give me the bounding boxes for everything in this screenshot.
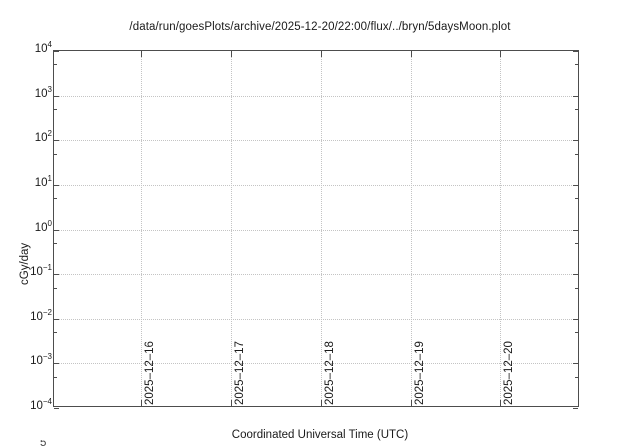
- y-axis-minor-tick: [575, 153, 578, 155]
- x-axis-title: Coordinated Universal Time (UTC): [231, 429, 409, 441]
- y-axis-tick: [573, 95, 578, 97]
- y-axis-tick-label: 10−2: [30, 308, 52, 324]
- x-axis-tick: [500, 51, 501, 57]
- y-axis-tick: [573, 274, 578, 276]
- gridline-vertical: [411, 51, 412, 406]
- y-tick-mantissa: 10: [34, 221, 48, 234]
- y-axis-tick: [54, 95, 59, 97]
- x-axis-tick: [411, 400, 412, 406]
- gridline-horizontal: [54, 140, 578, 142]
- y-axis-tick: [54, 408, 59, 409]
- y-tick-mantissa: 10: [34, 87, 48, 100]
- y-axis-minor-tick: [575, 376, 578, 378]
- x-axis-tick: [141, 51, 142, 57]
- x-axis-tick: [231, 51, 232, 57]
- y-axis-minor-tick: [575, 332, 578, 334]
- y-tick-exponent: −2: [42, 307, 52, 317]
- y-tick-mantissa: 10: [30, 310, 43, 323]
- y-axis-minor-tick: [54, 198, 57, 200]
- x-axis-tick-label: 2025–12–17: [234, 341, 246, 405]
- clipped-glyph: 5: [40, 440, 47, 448]
- y-axis-minor-tick: [575, 109, 578, 111]
- gridline-horizontal: [54, 274, 578, 276]
- y-axis-minor-tick: [54, 64, 57, 66]
- y-axis-tick: [54, 274, 59, 276]
- x-axis-tick: [321, 400, 322, 406]
- y-axis-tick: [573, 140, 578, 142]
- y-axis-minor-tick: [575, 198, 578, 200]
- y-tick-exponent: 4: [47, 40, 52, 50]
- y-axis-tick: [573, 318, 578, 320]
- x-axis-tick: [231, 400, 232, 406]
- gridline-horizontal: [54, 318, 578, 320]
- x-axis-tick-label: 2025–12–18: [324, 341, 336, 405]
- y-axis-tick-label: 104: [34, 41, 52, 56]
- y-axis-tick-label: 103: [34, 85, 52, 101]
- y-axis-tick-label: 10−1: [30, 264, 52, 279]
- gridline-vertical: [231, 51, 232, 406]
- x-axis-tick: [321, 51, 322, 57]
- y-tick-exponent: 1: [47, 174, 52, 184]
- y-tick-mantissa: 10: [34, 43, 48, 55]
- y-axis-minor-tick: [575, 287, 578, 289]
- y-axis-minor-tick: [54, 153, 57, 155]
- y-tick-mantissa: 10: [30, 266, 43, 279]
- x-axis-tick: [141, 400, 142, 406]
- y-axis-title: cGy/day: [19, 242, 31, 285]
- y-axis-tick: [54, 318, 59, 320]
- clipped-next-panel-label: 5: [40, 440, 54, 448]
- y-tick-exponent: −3: [42, 352, 52, 362]
- y-axis-tick: [54, 229, 59, 231]
- y-axis-minor-tick: [54, 287, 57, 289]
- x-axis-tick: [500, 400, 501, 406]
- x-axis-tick-label: 2025–12–20: [503, 341, 515, 405]
- y-axis-tick: [54, 140, 59, 142]
- y-axis-tick: [54, 363, 59, 365]
- x-axis-tick-label: 2025–12–19: [414, 341, 426, 405]
- y-tick-exponent: 0: [47, 218, 52, 228]
- y-axis-tick: [573, 363, 578, 365]
- gridline-vertical: [141, 51, 142, 406]
- gridline-horizontal: [54, 184, 578, 186]
- y-axis-minor-tick: [575, 64, 578, 66]
- gridline-horizontal: [54, 95, 578, 97]
- y-axis-tick: [573, 184, 578, 186]
- y-tick-exponent: 2: [47, 129, 52, 139]
- y-axis-tick-label: 100: [34, 219, 52, 235]
- plot-area: [53, 50, 579, 409]
- y-axis-tick-label: 10−4: [30, 398, 52, 413]
- y-axis-tick: [54, 51, 59, 52]
- y-axis-minor-tick: [54, 332, 57, 334]
- y-tick-exponent: −4: [42, 397, 52, 407]
- y-axis-tick: [573, 408, 578, 409]
- y-axis-tick-label: 102: [34, 130, 52, 145]
- gridline-horizontal: [54, 229, 578, 231]
- y-tick-exponent: 3: [47, 84, 52, 94]
- y-tick-mantissa: 10: [34, 132, 48, 145]
- gridline-vertical: [321, 51, 322, 406]
- y-axis-tick: [573, 229, 578, 231]
- y-axis-tick: [54, 184, 59, 186]
- y-tick-exponent: −1: [42, 263, 52, 273]
- y-tick-mantissa: 10: [30, 400, 43, 412]
- y-axis-tick-label: 101: [34, 175, 52, 190]
- x-axis-tick-label: 2025–12–16: [144, 341, 156, 405]
- y-tick-mantissa: 10: [34, 176, 48, 189]
- y-tick-mantissa: 10: [30, 355, 43, 368]
- y-axis-minor-tick: [54, 376, 57, 378]
- y-axis-tick-label: 10−3: [30, 352, 52, 368]
- y-axis-minor-tick: [54, 109, 57, 111]
- y-axis-minor-tick: [575, 242, 578, 244]
- y-axis-tick: [573, 51, 578, 52]
- y-axis-minor-tick: [54, 242, 57, 244]
- gridline-vertical: [500, 51, 501, 406]
- chart-title: /data/run/goesPlots/archive/2025-12-20/2…: [129, 21, 511, 33]
- x-axis-tick: [411, 51, 412, 57]
- gridline-horizontal: [54, 363, 578, 365]
